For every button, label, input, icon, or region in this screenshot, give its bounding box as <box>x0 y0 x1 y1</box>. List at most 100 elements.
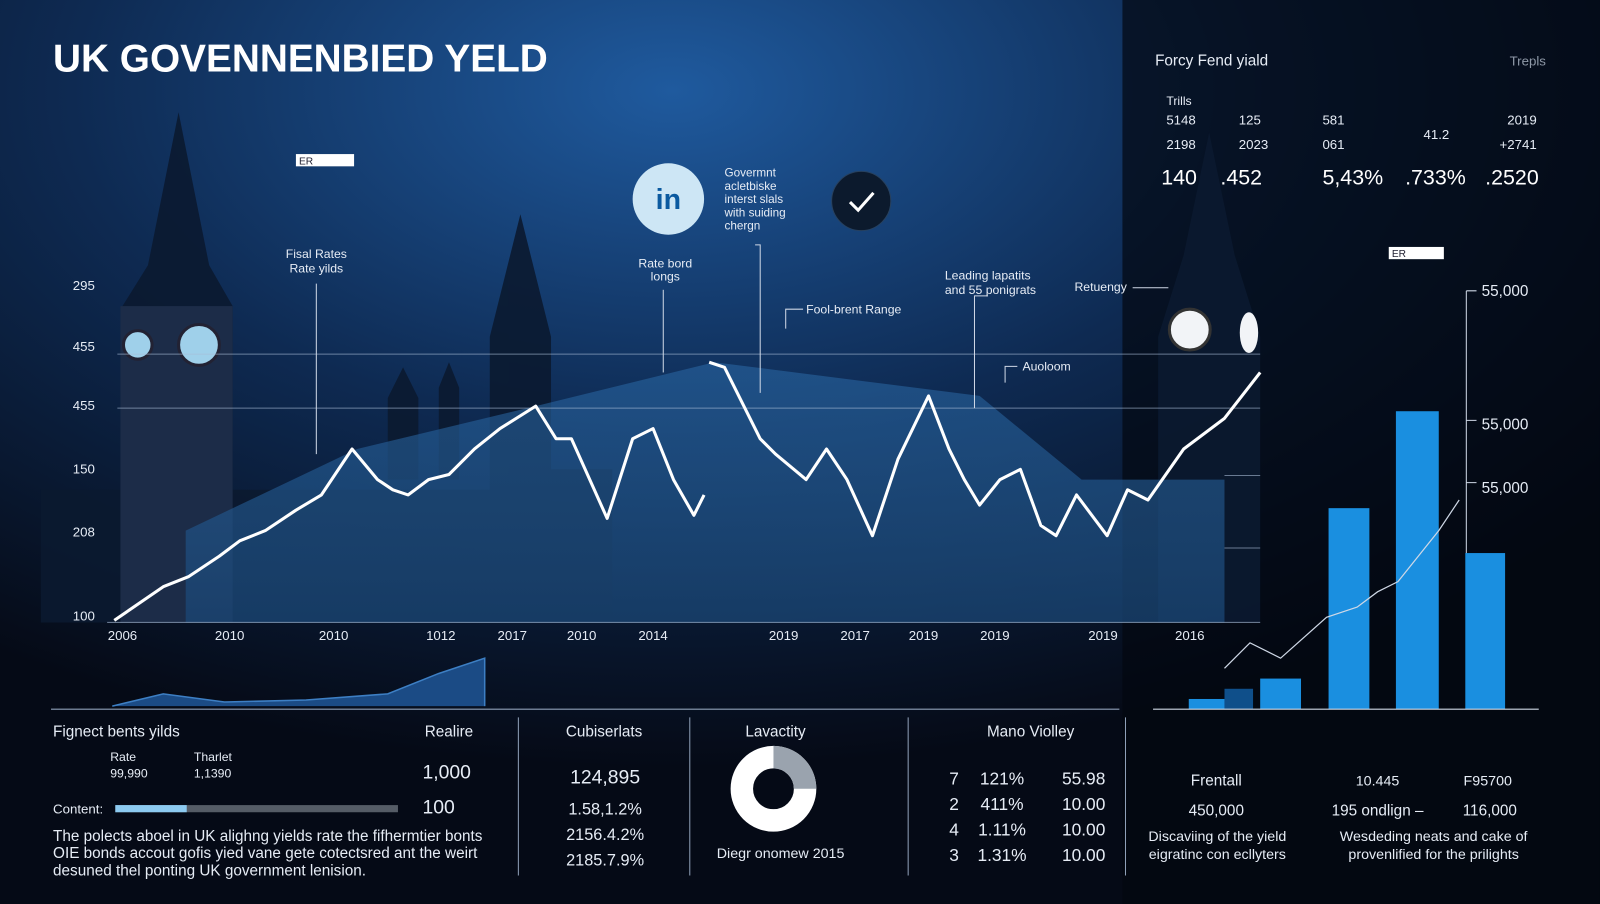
panel-value: 100 <box>422 796 455 818</box>
table-cell: 7 <box>949 769 959 789</box>
panel-value: 1,000 <box>422 762 471 784</box>
x-label: 2017 <box>840 628 869 643</box>
paragraph: The polects aboel in UK alighng yields r… <box>53 828 483 845</box>
y-label: 100 <box>73 608 95 623</box>
table-cell: 10.00 <box>1062 820 1105 840</box>
big-stat: .452 <box>1220 166 1262 190</box>
donut-segment <box>773 745 817 789</box>
annotation: Retuengy <box>1074 280 1127 294</box>
paragraph: desuned thel ponting UK government lenis… <box>53 863 366 880</box>
label: 99,990 <box>110 767 148 781</box>
tag: ER <box>1392 249 1406 260</box>
panel-value: 2156.4.2% <box>566 826 644 844</box>
panel-title: Mano Violley <box>987 724 1075 741</box>
bar <box>1260 678 1302 710</box>
x-label: 2019 <box>980 628 1009 643</box>
annotation: Fisal Rates <box>286 247 347 261</box>
bar <box>1188 698 1225 710</box>
right-axis-label: 55,000 <box>1482 480 1529 497</box>
stat: 125 <box>1239 112 1261 127</box>
label: 1,1390 <box>194 767 232 781</box>
annotation: Rate bord <box>638 256 692 270</box>
annotation: acletbiske <box>724 180 776 193</box>
clock-face <box>1239 312 1259 354</box>
stats: 5148 125 581 2019 2198 2023 061 +2741 41.2 140 .45… <box>1161 112 1539 189</box>
stat: 2023 <box>1239 137 1268 152</box>
bar <box>1465 553 1506 710</box>
annotation: Govermnt <box>724 167 776 180</box>
clock-face <box>177 322 221 367</box>
logo-text: in <box>656 184 681 216</box>
caption: Diegr onomew 2015 <box>717 846 845 862</box>
grid <box>107 353 1261 623</box>
corner-label: Trepls <box>1510 53 1547 68</box>
stat: 41.2 <box>1423 127 1449 142</box>
panel-title: Frentall <box>1191 773 1242 790</box>
panel-title: Cubiserlats <box>566 724 643 741</box>
big-stat: .733% <box>1405 166 1466 190</box>
caption: Wesdeding neats and cake of <box>1340 829 1528 845</box>
x-label: 1012 <box>426 628 455 643</box>
y-label: 208 <box>73 525 95 540</box>
title: UK GOVENNENBIED YELD <box>53 37 548 80</box>
table-cell: 121% <box>980 769 1024 789</box>
annotation: Rate yilds <box>289 261 343 275</box>
annotation: Leading lapatits <box>945 269 1031 283</box>
y-label: 455 <box>73 339 95 354</box>
axis-labels: 295 455 455 150 208 100 2006 2010 2010 1012 2017 20… <box>73 278 1529 643</box>
annotation: Fool-brent Range <box>806 302 901 316</box>
stat-caption: Trills <box>1166 94 1191 108</box>
table-cell: 2 <box>949 794 959 814</box>
caption: eigratinc con ecllyters <box>1149 847 1286 863</box>
annotation: longs <box>651 270 680 284</box>
x-label: 2019 <box>909 628 938 643</box>
leader <box>755 244 761 393</box>
table-cell: 1.11% <box>978 820 1026 840</box>
table-cell: 1.31% <box>977 845 1026 865</box>
table-cell: 55.98 <box>1062 769 1105 789</box>
caption: Discaviing of the yield <box>1148 829 1286 845</box>
panel-value: F95700 <box>1464 774 1512 790</box>
caption: provenlified for the prilights <box>1348 847 1518 863</box>
bar <box>1224 688 1254 710</box>
table-cell: 10.00 <box>1062 845 1105 865</box>
y-label: 150 <box>73 461 95 476</box>
panel-title: Realire <box>425 724 473 741</box>
tag-box <box>1388 246 1444 260</box>
label: Rate <box>110 750 136 764</box>
area-fill <box>185 362 1225 623</box>
x-label: 2017 <box>497 628 526 643</box>
paragraph: OIE bonds accout gofis yied vane gete co… <box>53 845 478 862</box>
stat: +2741 <box>1500 137 1537 152</box>
panel-value: 195 ondlign – <box>1332 802 1424 819</box>
bar <box>1395 411 1439 710</box>
right-axis-label: 55,000 <box>1482 283 1529 300</box>
big-stat: 5,43% <box>1322 166 1383 190</box>
stat: 5148 <box>1166 112 1195 127</box>
right-axis-label: 55,000 <box>1482 417 1529 434</box>
mini-chart <box>112 657 486 707</box>
x-label: 2014 <box>638 628 667 643</box>
leaders <box>315 244 1477 623</box>
trend-line <box>1224 499 1460 669</box>
stat: 581 <box>1322 112 1344 127</box>
yield-line <box>708 360 1262 538</box>
bars <box>1188 411 1506 710</box>
annotation: interst slals <box>724 193 783 206</box>
panel-value: 124,895 <box>570 767 640 789</box>
check-mark <box>848 191 875 213</box>
panel-value: 450,000 <box>1189 802 1244 819</box>
table-cell: 4 <box>949 820 959 840</box>
x-label: 2010 <box>567 628 596 643</box>
leader <box>973 295 988 409</box>
label: Content: <box>53 801 103 816</box>
x-label: 2010 <box>319 628 348 643</box>
table-cell: 3 <box>949 845 959 865</box>
right-axis <box>1465 290 1477 623</box>
annotation: with suiding <box>723 206 785 219</box>
progress-fill <box>115 805 187 813</box>
logo-icon <box>632 163 705 235</box>
top-label: Forcy Fend yiald <box>1155 52 1268 69</box>
